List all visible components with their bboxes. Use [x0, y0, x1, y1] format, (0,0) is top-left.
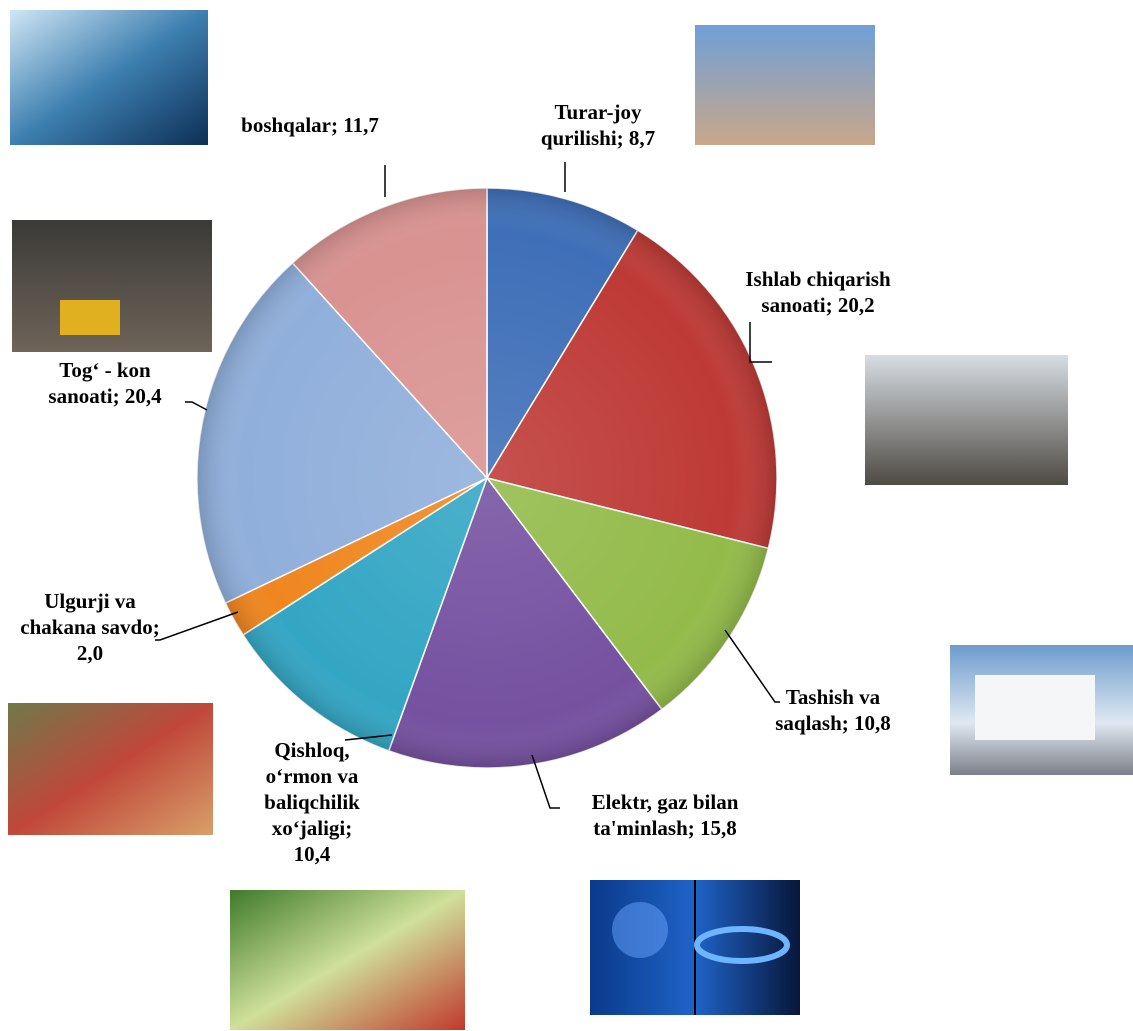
leader-line	[749, 322, 772, 363]
photo-vegetables	[230, 890, 465, 1030]
leader-line	[344, 734, 393, 741]
photo-detail	[975, 675, 1095, 740]
data-label: Turar-joy qurilishi; 8,7	[540, 100, 656, 150]
data-label: Ulgurji va chakana savdo; 2,0	[20, 589, 160, 665]
data-label: Tashish va saqlash; 10,8	[775, 685, 891, 735]
leader-line	[724, 629, 780, 703]
data-label: Ishlab chiqarish sanoati; 20,2	[745, 267, 891, 317]
data-label: Qishloq, o‘rmon va baliqchilik xo‘jaligi…	[264, 738, 360, 866]
data-label: Elektr, gaz bilan ta'minlash; 15,8	[591, 790, 739, 840]
photo-supermarket	[8, 703, 213, 835]
leader-line	[155, 611, 239, 641]
photo-detail	[694, 926, 790, 964]
photo-refinery	[865, 355, 1068, 485]
leader-line	[185, 401, 208, 411]
leader-line	[531, 754, 560, 809]
photo-detail	[612, 902, 668, 958]
photos	[8, 10, 1133, 1030]
data-label: boshqalar; 11,7	[241, 113, 379, 137]
photo-detail	[60, 300, 120, 335]
photo-construction	[695, 25, 875, 145]
photo-world	[10, 10, 208, 145]
data-label: Tog‘ - kon sanoati; 20,4	[48, 358, 162, 408]
